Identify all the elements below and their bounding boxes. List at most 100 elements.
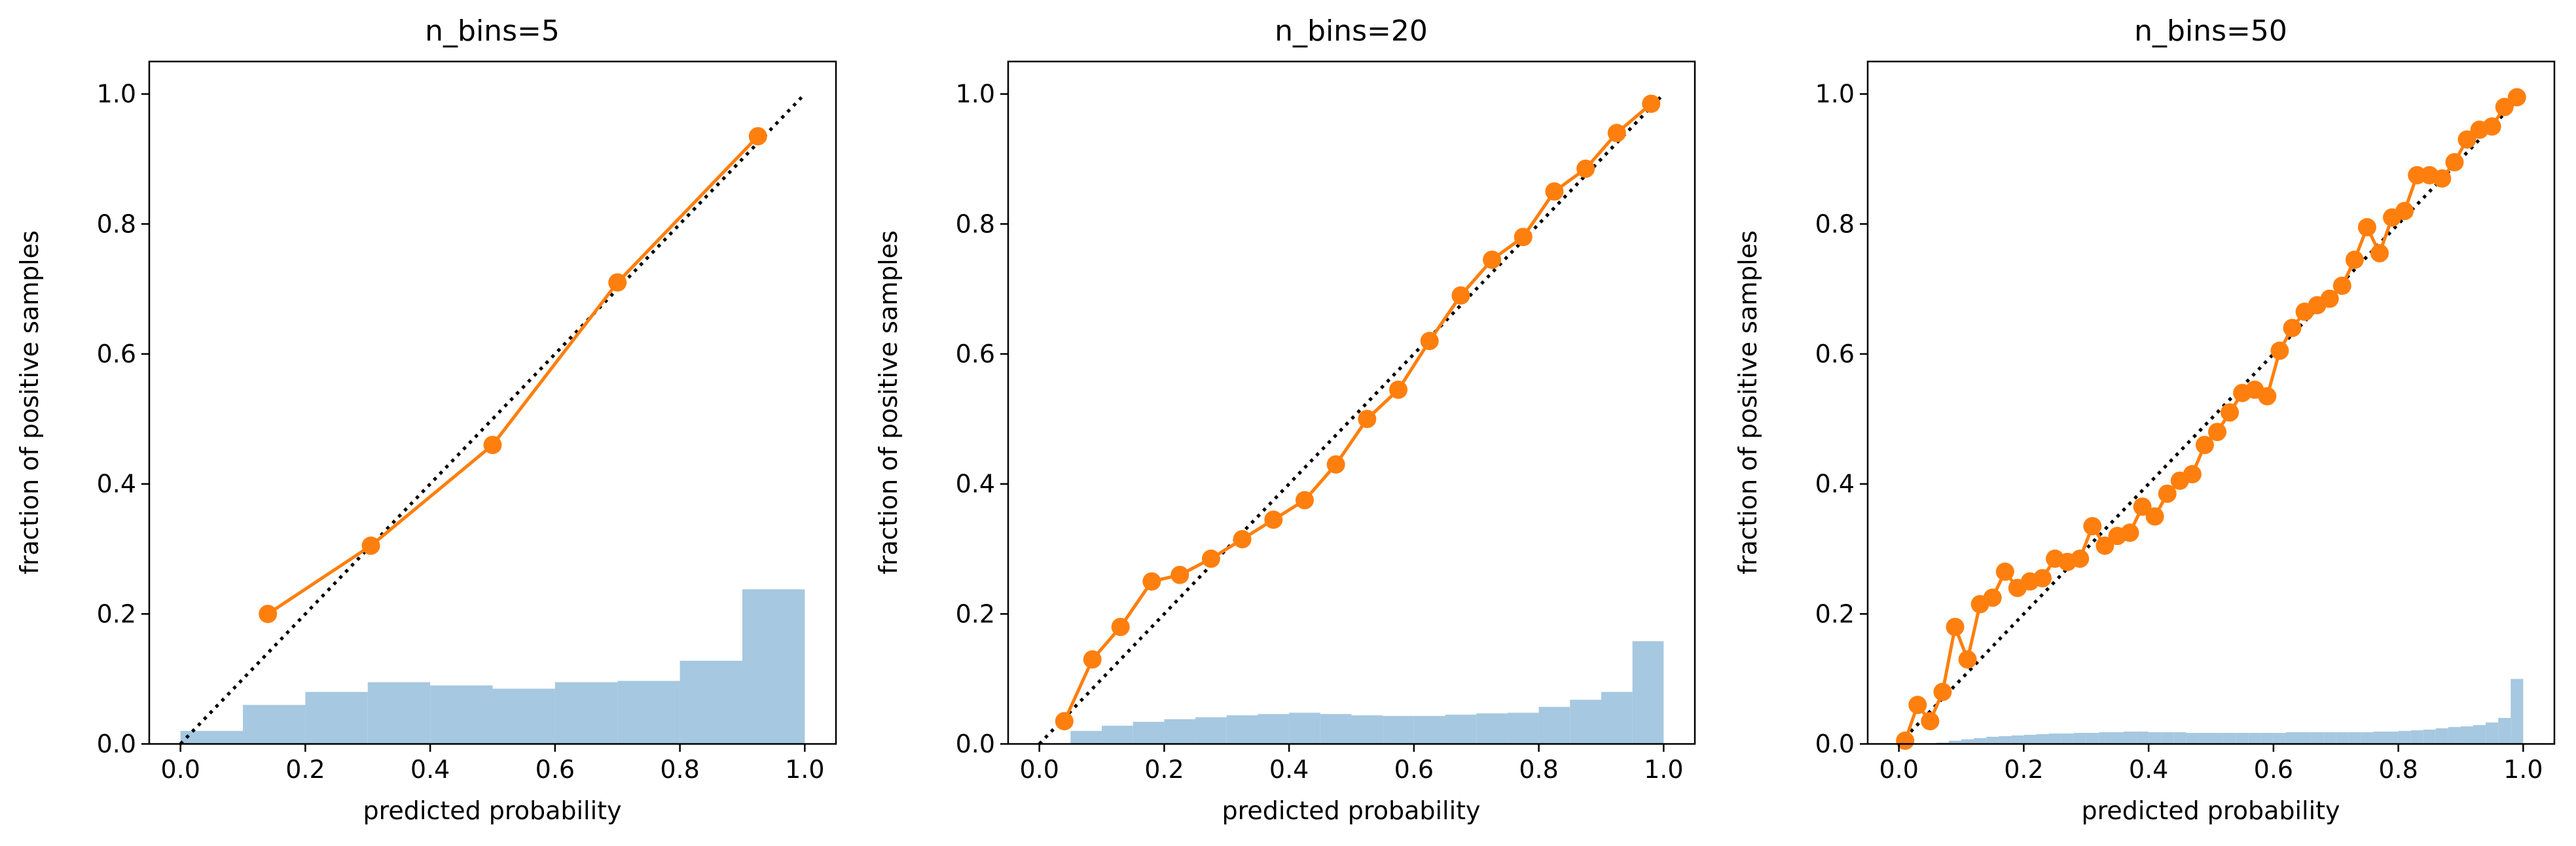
histogram-bar bbox=[2336, 732, 2349, 744]
y-tick-label: 1.0 bbox=[97, 80, 136, 109]
curve-point bbox=[1326, 455, 1345, 474]
x-tick-label: 0.0 bbox=[1879, 755, 1918, 784]
curve-point bbox=[1295, 491, 1314, 510]
x-tick-label: 1.0 bbox=[2503, 755, 2543, 784]
y-tick-label: 0.2 bbox=[97, 599, 136, 628]
subplot-3: n_bins=50 predicted probability fraction… bbox=[1733, 14, 2556, 825]
x-tick-label: 0.2 bbox=[1144, 755, 1184, 784]
curve-point bbox=[2221, 403, 2240, 422]
curve-point bbox=[748, 127, 767, 146]
subplot-2-perfect-calibration-line bbox=[1038, 92, 1665, 745]
subplot-3-x-ticks: 0.0 0.2 0.4 0.6 0.8 1.0 bbox=[1879, 744, 2543, 784]
histogram-bar bbox=[1320, 714, 1352, 744]
y-tick-label: 0.8 bbox=[956, 209, 995, 238]
x-tick-label: 0.0 bbox=[160, 755, 200, 784]
histogram-bar bbox=[2373, 731, 2386, 744]
x-tick-label: 0.8 bbox=[660, 755, 699, 784]
curve-point bbox=[1483, 250, 1502, 269]
histogram-bar bbox=[2149, 732, 2162, 744]
x-tick-label: 1.0 bbox=[1644, 755, 1683, 784]
x-tick-label: 0.0 bbox=[1019, 755, 1059, 784]
histogram-bar bbox=[2123, 731, 2137, 744]
histogram-bar bbox=[554, 682, 618, 744]
histogram-bar bbox=[2448, 727, 2461, 744]
histogram-bar bbox=[2086, 733, 2099, 744]
subplot-1: n_bins=5 predicted probability fraction … bbox=[15, 14, 837, 825]
histogram-bar bbox=[1570, 699, 1601, 744]
curve-point bbox=[1264, 510, 1283, 529]
curve-point bbox=[1896, 731, 1915, 750]
histogram-bar bbox=[1961, 739, 1974, 744]
histogram-bar bbox=[1351, 715, 1383, 744]
histogram-bar bbox=[2311, 732, 2324, 744]
curve-point bbox=[2345, 250, 2364, 269]
histogram-bar bbox=[1974, 738, 1987, 744]
subplot-2-ylabel: fraction of positive samples bbox=[874, 230, 903, 574]
y-tick-label: 0.2 bbox=[1815, 599, 1855, 628]
histogram-bar bbox=[1102, 726, 1133, 744]
curve-point bbox=[2495, 97, 2514, 116]
curve-point bbox=[1514, 228, 1533, 247]
x-tick-label: 0.2 bbox=[2004, 755, 2043, 784]
histogram-bar bbox=[2248, 733, 2261, 744]
histogram-bar bbox=[2048, 733, 2061, 744]
curve-point bbox=[1642, 94, 1661, 113]
subplot-1-ylabel: fraction of positive samples bbox=[15, 230, 44, 574]
histogram-bar bbox=[1289, 713, 1320, 744]
subplot-1-histogram bbox=[180, 589, 805, 744]
curve-point bbox=[259, 605, 278, 624]
histogram-bar bbox=[2198, 733, 2211, 744]
histogram-bar bbox=[2348, 732, 2361, 744]
subplot-2-curve-markers bbox=[1055, 94, 1661, 731]
curve-point bbox=[2320, 289, 2339, 308]
curve-point bbox=[2120, 523, 2139, 542]
histogram-bar bbox=[2273, 733, 2286, 744]
histogram-bar bbox=[2260, 733, 2274, 744]
curve-point bbox=[2332, 276, 2351, 295]
subplot-2-title: n_bins=20 bbox=[1275, 14, 1428, 48]
histogram-bar bbox=[2498, 718, 2511, 744]
subplot-1-perfect-calibration-line bbox=[179, 92, 807, 745]
histogram-bar bbox=[2236, 733, 2249, 744]
y-tick-label: 1.0 bbox=[956, 80, 995, 109]
y-tick-label: 0.0 bbox=[956, 730, 995, 758]
curve-point bbox=[2145, 507, 2164, 526]
curve-point bbox=[1908, 696, 1927, 714]
histogram-bar bbox=[2423, 730, 2436, 744]
curve-point bbox=[1995, 562, 2014, 581]
histogram-bar bbox=[742, 589, 805, 744]
subplot-3-axes-frame bbox=[1866, 60, 2556, 745]
histogram-bar bbox=[2361, 732, 2374, 744]
subplot-1-x-ticks: 0.0 0.2 0.4 0.6 0.8 1.0 bbox=[160, 744, 825, 784]
curve-point bbox=[483, 436, 502, 455]
histogram-bar bbox=[243, 705, 306, 744]
x-tick-label: 1.0 bbox=[785, 755, 824, 784]
histogram-bar bbox=[2223, 733, 2236, 744]
histogram-bar bbox=[1507, 713, 1539, 744]
y-tick-label: 0.8 bbox=[1815, 209, 1855, 238]
curve-point bbox=[1921, 712, 1940, 731]
histogram-bar bbox=[2098, 732, 2111, 744]
curve-point bbox=[2370, 244, 2389, 263]
histogram-bar bbox=[2186, 733, 2199, 744]
histogram-bar bbox=[2211, 733, 2224, 744]
histogram-bar bbox=[1445, 714, 1477, 744]
curve-point bbox=[1111, 618, 1130, 637]
y-tick-label: 1.0 bbox=[1815, 80, 1855, 109]
x-tick-label: 0.4 bbox=[2129, 755, 2168, 784]
curve-point bbox=[2445, 152, 2464, 171]
histogram-bar bbox=[1986, 737, 1999, 744]
curve-point bbox=[2095, 537, 2114, 555]
histogram-bar bbox=[2023, 735, 2037, 744]
curve-point bbox=[2283, 319, 2302, 338]
histogram-bar bbox=[2285, 732, 2299, 744]
x-tick-label: 0.6 bbox=[1394, 755, 1434, 784]
histogram-bar bbox=[492, 688, 555, 744]
curve-point bbox=[2433, 169, 2452, 188]
curve-point bbox=[2270, 342, 2289, 361]
curve-point bbox=[1170, 565, 1189, 584]
subplot-3-ylabel: fraction of positive samples bbox=[1733, 230, 1762, 574]
x-tick-label: 0.8 bbox=[2378, 755, 2418, 784]
histogram-bar bbox=[2036, 734, 2049, 744]
histogram-bar bbox=[2161, 732, 2174, 744]
